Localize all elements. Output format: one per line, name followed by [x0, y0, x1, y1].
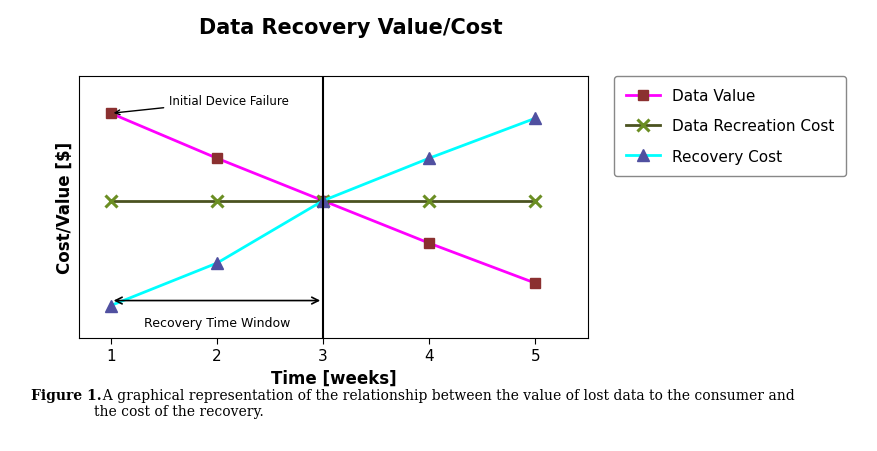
Data Recreation Cost [317, 198, 328, 204]
X-axis label: Time [weeks]: Time [weeks] [270, 369, 396, 387]
Recovery Cost [317, 198, 328, 204]
Text: A graphical representation of the relationship between the value of lost data to: A graphical representation of the relati… [94, 388, 794, 418]
Text: Figure 1.: Figure 1. [31, 388, 101, 402]
Text: Data Recovery Value/Cost: Data Recovery Value/Cost [199, 18, 503, 38]
Data Recreation Cost [211, 198, 222, 204]
Data Recreation Cost [105, 198, 116, 204]
Legend: Data Value, Data Recreation Cost, Recovery Cost: Data Value, Data Recreation Cost, Recove… [613, 77, 845, 176]
Recovery Cost [424, 156, 434, 161]
Data Value [424, 241, 434, 246]
Data Recreation Cost [424, 198, 434, 204]
Recovery Cost [105, 303, 116, 308]
Data Value [530, 281, 540, 286]
Text: Initial Device Failure: Initial Device Failure [115, 95, 289, 115]
Data Value [317, 198, 328, 204]
Recovery Cost [530, 116, 540, 122]
Recovery Cost [211, 261, 222, 266]
Data Value [211, 156, 222, 161]
Line: Data Value: Data Value [106, 109, 539, 288]
Data Recreation Cost [530, 198, 540, 204]
Y-axis label: Cost/Value [$]: Cost/Value [$] [55, 142, 74, 273]
Line: Recovery Cost: Recovery Cost [105, 114, 540, 311]
Line: Data Recreation Cost: Data Recreation Cost [105, 196, 540, 207]
Data Value [105, 111, 116, 117]
Text: Recovery Time Window: Recovery Time Window [144, 316, 289, 329]
